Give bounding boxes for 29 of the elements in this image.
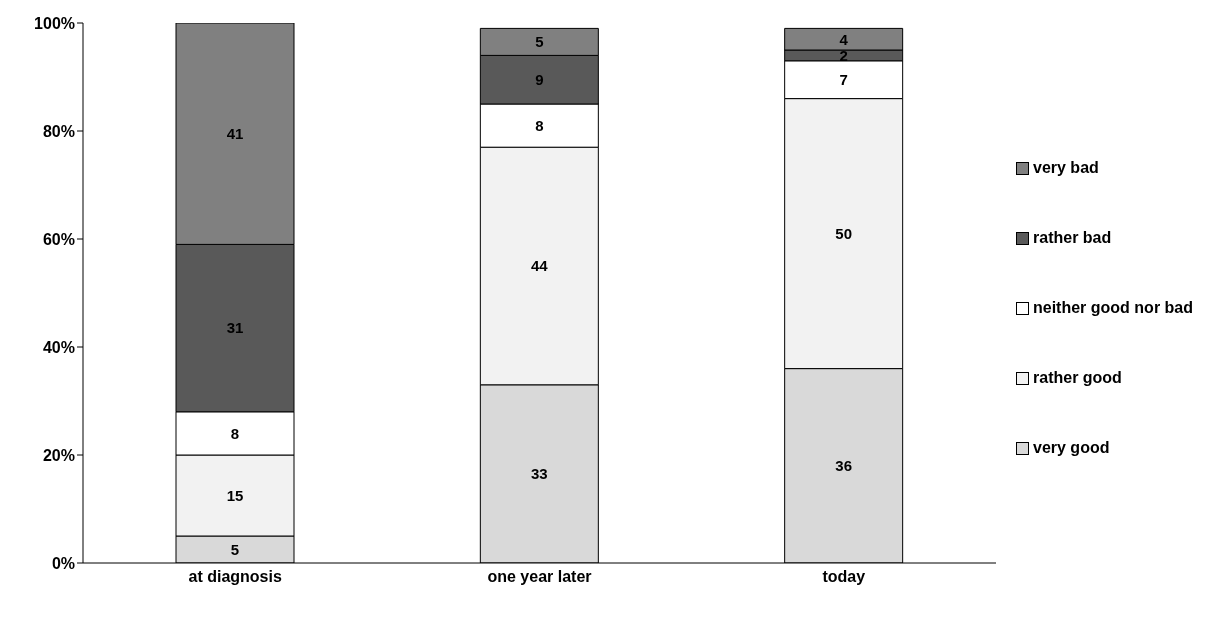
data-label: 2: [839, 46, 848, 64]
data-label: 8: [535, 116, 544, 134]
y-tick-label: 80%: [42, 122, 75, 140]
data-label: 5: [230, 540, 240, 558]
y-tick-label: 100%: [34, 14, 75, 32]
data-label: 33: [530, 465, 548, 483]
legend-label: rather good: [1033, 369, 1122, 387]
legend-label: neither good nor bad: [1033, 299, 1193, 317]
data-label: 15: [226, 486, 244, 504]
legend-label: very good: [1033, 439, 1110, 457]
legend-label: very bad: [1033, 159, 1099, 177]
data-label: 41: [226, 125, 244, 143]
legend-label: rather bad: [1033, 229, 1112, 247]
data-label: 7: [839, 71, 848, 89]
y-tick-label: 20%: [42, 446, 75, 464]
y-tick-label: 0%: [51, 554, 75, 572]
data-label: 8: [230, 424, 240, 442]
data-label: 36: [835, 457, 853, 475]
data-label: 9: [535, 71, 544, 89]
data-label: 5: [535, 33, 544, 51]
y-tick-label: 40%: [42, 338, 75, 356]
x-tick-label: at diagnosis: [188, 568, 282, 586]
data-label: 4: [839, 30, 849, 48]
x-tick-label: one year later: [487, 568, 592, 586]
data-label: 44: [530, 257, 549, 275]
data-label: 50: [835, 224, 853, 242]
x-tick-label: today: [822, 568, 866, 586]
data-label: 31: [226, 319, 244, 337]
y-tick-label: 60%: [42, 230, 75, 248]
